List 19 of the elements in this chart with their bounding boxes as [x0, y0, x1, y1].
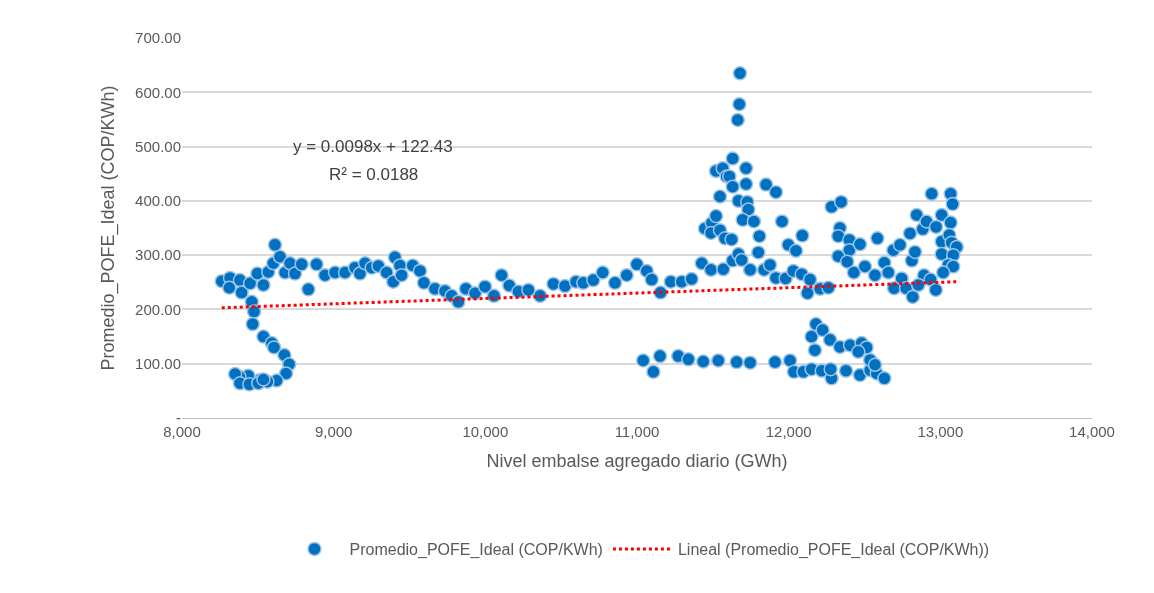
- y-tick-label: 100.00: [135, 354, 181, 372]
- y-tick-label: 700.00: [135, 29, 181, 47]
- x-tick-label: 12,000: [765, 423, 812, 440]
- y-tick-label: 600.00: [135, 83, 181, 101]
- x-axis-title: Nivel embalse agregado diario (GWh): [486, 451, 788, 472]
- y-tick-label: 400.00: [135, 192, 181, 210]
- annotation: y = 0.0098x + 122.43: [293, 137, 453, 156]
- x-tick-label: 11,000: [614, 423, 660, 440]
- x-tick-label: 10,000: [462, 423, 509, 440]
- y-axis-title: Promedio_POFE_Ideal (COP/KWh): [98, 85, 120, 371]
- y-tick-label: 300.00: [135, 246, 181, 264]
- y-tick-label: 500.00: [135, 137, 181, 155]
- legend-label: Lineal (Promedio_POFE_Ideal (COP/KWh)): [677, 541, 990, 560]
- x-tick-label: 9,000: [314, 423, 353, 440]
- legend-label: Promedio_POFE_Ideal (COP/KWh): [349, 541, 603, 560]
- x-tick-label: 14,000: [1069, 423, 1115, 440]
- x-tick-label: 13,000: [917, 423, 964, 440]
- y-tick-label: 200.00: [135, 300, 181, 318]
- annotation: R² = 0.0188: [329, 165, 419, 184]
